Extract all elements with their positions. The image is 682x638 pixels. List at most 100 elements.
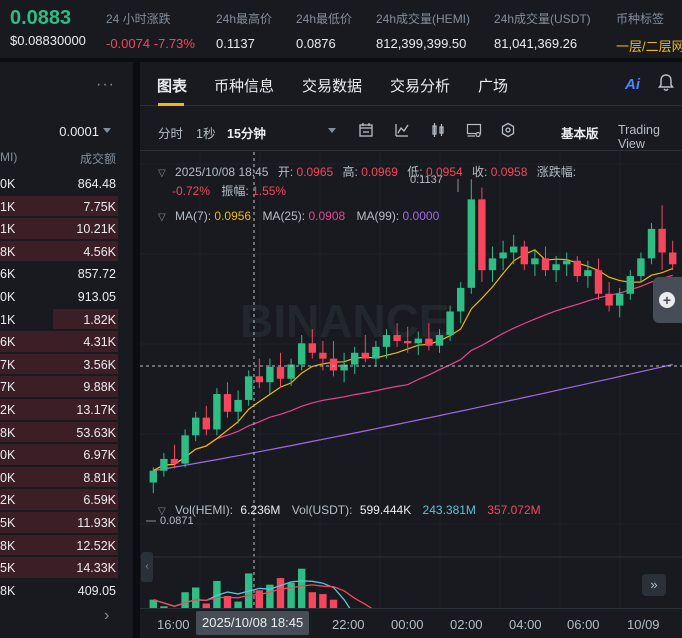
chart-settings-icon[interactable]: [466, 122, 482, 138]
candle-body: [308, 343, 317, 353]
depth-bar: [0, 511, 118, 533]
interval-1s-button[interactable]: 1秒: [196, 127, 216, 141]
last-price: 0.0883: [10, 7, 72, 29]
trade-total: 13.17K: [76, 402, 116, 417]
chart-toolbar: 分时 1秒 15分钟 基本版: [140, 107, 682, 151]
collapse-caret-icon[interactable]: ▽: [158, 168, 166, 179]
volume-bar: [266, 584, 274, 608]
candle-body: [266, 366, 274, 383]
tab-trading-analysis[interactable]: 交易分析: [390, 78, 451, 95]
volume-ma-lines: [153, 580, 373, 608]
trade-row: 2K 6.59K: [0, 488, 133, 511]
depth-bar: [0, 421, 118, 443]
amplitude-label: 振幅:: [221, 184, 249, 198]
close-label: 收:: [472, 165, 488, 179]
volume-bar: [202, 603, 211, 608]
ma99-label: MA(99):: [356, 209, 400, 223]
vol-ma-a-value: 243.381M: [422, 503, 476, 517]
candle-body: [478, 199, 486, 271]
tab-chart[interactable]: 图表: [157, 78, 188, 95]
tab-trading-data[interactable]: 交易数据: [302, 78, 363, 95]
volume-bar: [181, 592, 189, 608]
interval-dropdown-icon[interactable]: [328, 128, 336, 133]
ma99-value: 0.0000: [402, 209, 440, 223]
ma25-path: [153, 274, 673, 472]
collapse-caret-icon[interactable]: ▽: [158, 506, 166, 517]
high-label: 高:: [342, 165, 358, 179]
low-label: 低:: [407, 165, 423, 179]
low-value: 0.0954: [425, 165, 463, 179]
open-value: 0.0965: [296, 165, 334, 179]
tab-square[interactable]: 广场: [478, 78, 509, 95]
bell-icon[interactable]: [658, 74, 674, 92]
trade-row: 8K 409.05: [0, 579, 133, 602]
tradingview-button[interactable]: Trading View: [618, 123, 660, 151]
volume-bars: [149, 568, 338, 608]
trade-total: 1.82K: [83, 312, 116, 327]
candle-body: [244, 376, 253, 400]
trade-amount: 8K: [0, 244, 16, 259]
trade-amount: 6K: [0, 267, 16, 282]
vol-ma-b-path: [153, 584, 373, 608]
trade-total: 857.72: [77, 267, 116, 282]
trade-row: 0K 864.48: [0, 172, 133, 195]
volume-bar: [297, 568, 306, 608]
volume-legend: ▽ Vol(HEMI): 6.236M Vol(USDT): 599.444K …: [158, 503, 541, 517]
ticker-header: 0.0883 $0.08830000 24 小时涨跌 -0.0074 -7.73…: [0, 0, 682, 58]
candle-body: [223, 394, 232, 412]
stat-24h-change: 24 小时涨跌 -0.0074 -7.73%: [106, 10, 195, 51]
chevron-down-icon[interactable]: [103, 128, 111, 133]
indicator-icon[interactable]: [394, 122, 410, 138]
ai-assistant-icon[interactable]: Ai: [625, 76, 640, 93]
volume-bar: [319, 594, 327, 608]
candlestick-chart[interactable]: BINANCE 0.1137 0.0871: [140, 152, 682, 608]
ma7-path: [153, 249, 673, 472]
interval-15m-button[interactable]: 15分钟: [227, 127, 266, 141]
candle-body: [234, 399, 242, 412]
collapse-caret-icon[interactable]: ▽: [158, 212, 166, 223]
change-label: 涨跌幅:: [536, 165, 577, 179]
x-tick: 02:00: [450, 617, 483, 632]
candle-body: [255, 376, 264, 383]
depth-bar: [0, 444, 118, 465]
trade-total: 10.21K: [76, 222, 116, 237]
ma25-value: 0.0908: [308, 209, 346, 223]
basic-view-button[interactable]: 基本版: [561, 127, 599, 141]
precision-select[interactable]: 0.0001: [59, 124, 99, 139]
scroll-to-latest-button[interactable]: »: [642, 574, 666, 596]
candle-body: [467, 199, 476, 288]
candles: [149, 179, 677, 494]
candle-body: [594, 270, 603, 294]
ma7-label: MA(7):: [175, 209, 212, 223]
candle-body: [361, 352, 370, 359]
candle-body: [647, 228, 656, 259]
volume-bar: [234, 601, 242, 608]
date-range-icon[interactable]: [358, 122, 374, 138]
trade-total: 12.52K: [76, 538, 116, 553]
trade-row: 0K 8.81K: [0, 466, 133, 489]
volume-bar: [276, 578, 285, 608]
more-menu-icon[interactable]: ···: [96, 76, 115, 93]
trade-row: 7K 3.56K: [0, 353, 133, 376]
add-order-button[interactable]: +: [653, 277, 682, 323]
trade-total: 4.31K: [83, 335, 116, 350]
depth-bar: [0, 557, 118, 578]
interval-time-button[interactable]: 分时: [158, 127, 184, 141]
candle-body: [605, 293, 613, 306]
chevron-right-icon[interactable]: ›: [104, 607, 110, 624]
trade-amount: 0K: [0, 448, 16, 463]
coin-tag-link[interactable]: 一层/二层网: [616, 39, 682, 54]
candle-style-icon[interactable]: [430, 122, 446, 138]
candle-body: [552, 264, 560, 271]
ma99-line: [153, 363, 673, 472]
candle-body: [372, 346, 380, 359]
trade-row: 8K 53.63K: [0, 421, 133, 444]
tab-coin-info[interactable]: 币种信息: [214, 78, 275, 95]
left-scroll-handle[interactable]: ‹: [141, 552, 153, 582]
trade-total: 409.05: [77, 583, 116, 598]
candle-body: [329, 358, 338, 371]
candle-body: [456, 287, 465, 312]
candle-body: [202, 417, 211, 430]
candle-body: [181, 435, 189, 464]
hexagon-settings-icon[interactable]: [500, 122, 516, 138]
